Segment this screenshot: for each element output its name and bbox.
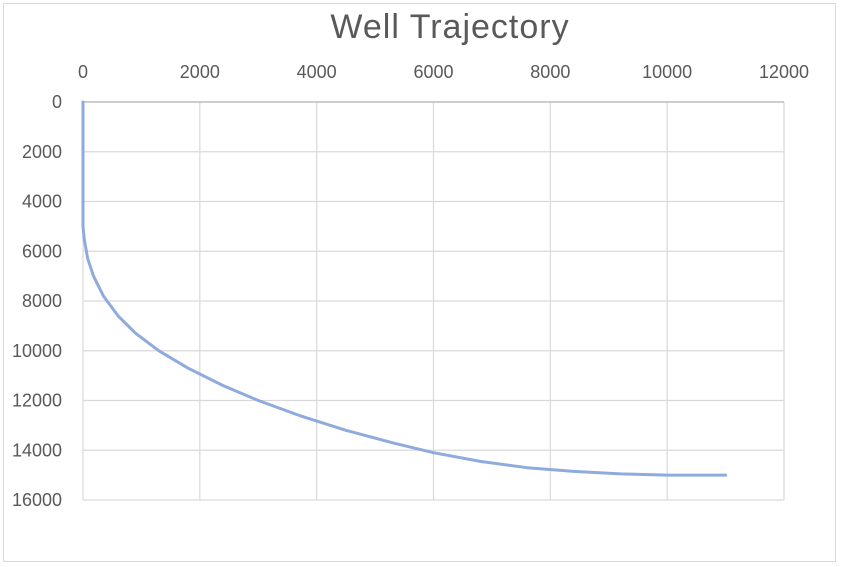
y-tick-label: 14000 bbox=[12, 440, 62, 460]
chart-title: Well Trajectory bbox=[330, 8, 570, 46]
y-tick-label: 16000 bbox=[12, 490, 62, 510]
y-tick-label: 6000 bbox=[22, 241, 62, 261]
x-tick-label: 12000 bbox=[759, 62, 809, 82]
y-tick-label: 10000 bbox=[12, 341, 62, 361]
chart-area[interactable] bbox=[3, 3, 836, 562]
x-tick-label: 0 bbox=[78, 62, 88, 82]
x-tick-label: 2000 bbox=[180, 62, 220, 82]
y-tick-label: 2000 bbox=[22, 142, 62, 162]
series-line bbox=[81, 100, 728, 477]
x-tick-label: 8000 bbox=[530, 62, 570, 82]
y-tick-label: 4000 bbox=[22, 192, 62, 212]
y-tick-label: 0 bbox=[52, 92, 62, 112]
x-tick-label: 10000 bbox=[642, 62, 692, 82]
x-tick-label: 4000 bbox=[297, 62, 337, 82]
y-tick-label: 12000 bbox=[12, 391, 62, 411]
x-tick-label: 6000 bbox=[413, 62, 453, 82]
y-tick-label: 8000 bbox=[22, 291, 62, 311]
